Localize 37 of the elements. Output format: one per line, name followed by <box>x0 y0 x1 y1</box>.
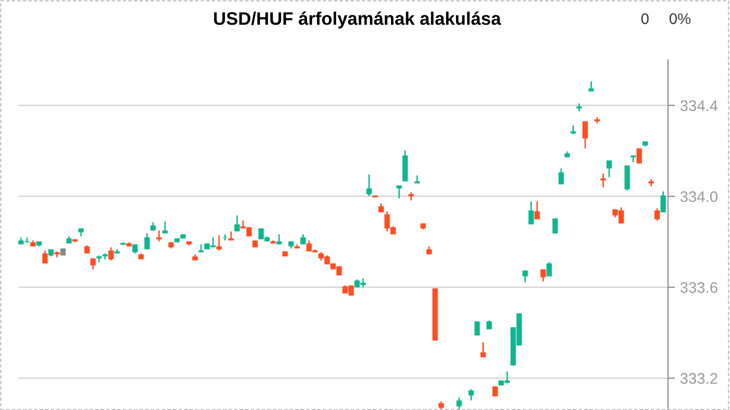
y-tick-label: 333.2 <box>680 373 718 384</box>
candlestick <box>216 234 222 252</box>
candlestick <box>156 230 162 242</box>
chart-title: USD/HUF árfolyamának alakulása <box>214 12 502 28</box>
candlestick <box>558 168 564 186</box>
candlestick <box>234 214 240 232</box>
y-tick-label: 334.0 <box>680 191 718 202</box>
candlestick <box>480 342 486 358</box>
candlestick <box>42 250 48 264</box>
candlestick <box>654 208 660 222</box>
candlestick <box>660 190 666 213</box>
candlestick <box>162 220 168 234</box>
candlestick <box>606 160 612 178</box>
text: 0 <box>641 13 649 24</box>
candlestick <box>600 172 606 188</box>
candlestick <box>534 200 540 220</box>
candlestick <box>636 148 642 164</box>
candlestick <box>144 232 150 250</box>
candlestick <box>108 246 114 262</box>
candlestick <box>228 230 234 242</box>
candlestick <box>528 200 534 226</box>
candlestick <box>546 262 552 278</box>
candlestick <box>300 234 306 246</box>
y-tick-label: 334.4 <box>680 100 718 112</box>
candlestick <box>624 164 630 192</box>
candlestick <box>456 396 462 410</box>
candlestick <box>474 320 480 336</box>
candlestick <box>582 120 588 150</box>
candlestick <box>540 268 546 282</box>
candlestick <box>396 184 402 200</box>
candlestick <box>366 174 372 198</box>
text: 0% <box>670 13 690 24</box>
candlestick <box>588 80 594 92</box>
candlestick <box>552 218 558 234</box>
candlestick <box>468 388 474 402</box>
candlestick <box>276 234 282 246</box>
y-tick-label: 333.6 <box>680 282 718 293</box>
